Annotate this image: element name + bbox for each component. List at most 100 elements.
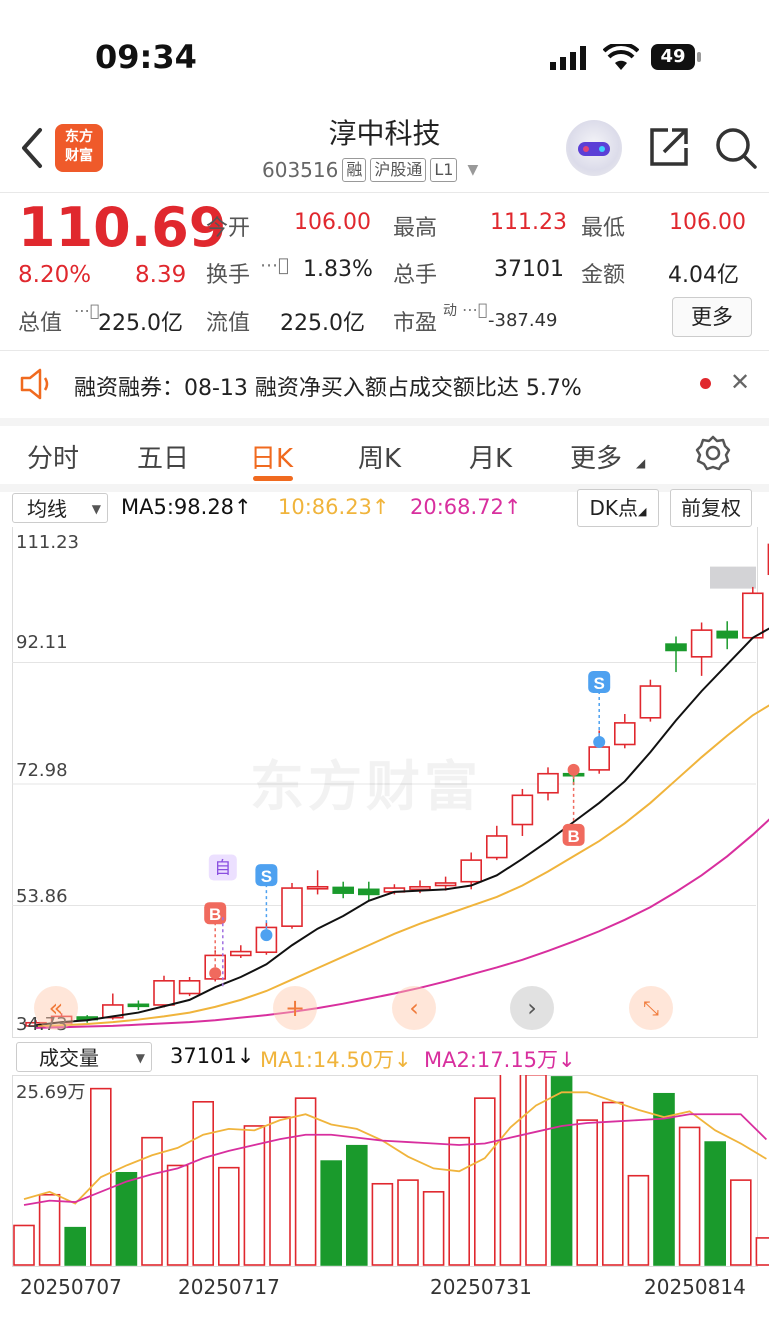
tab-more[interactable]: 更多 (570, 444, 623, 474)
notice-text[interactable]: 融资融券：08-13 融资净买入额占成交额比达 5.7% (74, 376, 582, 401)
logo-line1: 东方 (65, 129, 93, 145)
low-label: 最低 (581, 216, 626, 241)
share-icon (650, 128, 688, 166)
candle-body (306, 885, 329, 890)
vol-ma-line-ma2 (23, 1113, 768, 1206)
volume-bar (576, 1119, 599, 1266)
stock-code: 603516 (262, 158, 339, 182)
volume-bar (755, 1237, 769, 1266)
volume-label: 总手 (393, 263, 438, 288)
expand-icon: ⤡ (643, 996, 659, 1020)
volume-indicator-select[interactable]: 成交量 ▼ (16, 1042, 152, 1072)
volume-chart[interactable] (0, 1075, 769, 1267)
dk-point-label: DK点 (589, 496, 639, 520)
volume-bar (115, 1171, 138, 1266)
watermark: 东方财富 (250, 755, 482, 818)
ma5-label: MA5:98.28↑ (121, 495, 252, 519)
margin-tag: 融 (342, 158, 367, 182)
volume-bar (499, 1075, 522, 1266)
robot-assistant-icon[interactable] (566, 120, 622, 176)
turnover-label: 换手 (206, 263, 251, 288)
sell-marker-badge (255, 864, 278, 887)
candle-body (537, 772, 559, 794)
volume-bar (704, 1141, 727, 1266)
vol-ma-line-ma1 (23, 1091, 767, 1205)
ma-line-ma10 (35, 704, 769, 1028)
ma20-label: 20:68.72↑ (410, 495, 522, 519)
candle-body (357, 888, 380, 896)
candle-body (434, 882, 457, 887)
select-arrow-icon: ▼ (135, 1051, 145, 1065)
level-tag: L1 (430, 158, 458, 182)
period-tabs: 分时 五日 日K 周K 月K 更多 ◢ (0, 430, 769, 480)
buy-marker-badge (204, 902, 227, 925)
indicator-select[interactable]: 均线 ▼ (12, 493, 108, 523)
volume-bar (525, 1075, 547, 1266)
double-left-icon: « (48, 994, 64, 1022)
signal-icon (550, 46, 590, 74)
date-label: 20250731 (430, 1275, 532, 1299)
tab-monthly-k[interactable]: 月K (469, 444, 513, 474)
tab-daily-k[interactable]: 日K (250, 444, 294, 474)
sell-marker-badge (588, 670, 611, 693)
next-button[interactable]: › (510, 986, 554, 1030)
amount-value: 4.04亿 (668, 263, 739, 288)
change-amt: 8.39 (135, 262, 187, 288)
tab-weekly-k[interactable]: 周K (358, 444, 402, 474)
candle-body (281, 887, 303, 927)
logo-line2: 财富 (65, 148, 93, 164)
pe-value: -387.49 (488, 310, 558, 331)
rewind-button[interactable]: « (34, 986, 78, 1030)
volume-bar (345, 1144, 368, 1266)
adjust-button[interactable]: 前复权 (670, 489, 752, 527)
open-value: 106.00 (294, 210, 371, 235)
candle-body (332, 886, 355, 894)
dk-point-button[interactable]: DK点◢ (577, 489, 659, 527)
app-logo: 东方 财富 (55, 124, 103, 172)
change-pct: 8.20% (18, 262, 92, 288)
volume-bar (269, 1116, 291, 1266)
ma-line-ma5 (35, 627, 769, 1027)
volume-bar (166, 1164, 189, 1266)
vol-ma2-label: MA2:17.15万↓ (424, 1048, 576, 1072)
self-marker-badge (208, 854, 237, 881)
info-icon[interactable]: ⋯⃝ (260, 255, 289, 276)
sell-marker-dot (593, 735, 606, 748)
tab-intraday[interactable]: 分时 (27, 444, 80, 474)
fullscreen-button[interactable]: ⤡ (629, 986, 673, 1030)
candle-body (230, 950, 252, 957)
candle-body (716, 630, 739, 639)
divider (0, 192, 769, 193)
close-notice-button[interactable]: ✕ (730, 368, 751, 396)
pe-label: 市盈 (393, 311, 438, 336)
notice-dot (700, 378, 711, 389)
battery-level: 49 (660, 46, 686, 67)
volume-indicator-label: 成交量 (39, 1046, 99, 1070)
turnover-value: 1.83% (303, 257, 373, 282)
mktcap-info-icon[interactable]: ⋯⃝ (74, 301, 100, 320)
candle-body (639, 685, 662, 719)
kline-chart[interactable]: B S B S 自 (0, 527, 769, 1037)
volume-bar (653, 1092, 675, 1266)
buy-marker-badge (562, 823, 585, 846)
stock-name: 淳中科技 (328, 117, 441, 150)
settings-button[interactable] (694, 434, 732, 476)
prev-button[interactable]: ‹ (392, 986, 436, 1030)
volume-value: 37101↓ (170, 1044, 255, 1068)
search-button[interactable] (714, 126, 758, 174)
more-quote-button[interactable]: 更多 (672, 297, 752, 337)
pe-info-icon[interactable]: ⋯⃝ (462, 300, 488, 319)
crosshair-button[interactable]: + (273, 986, 317, 1030)
share-button[interactable] (648, 126, 690, 172)
volume-bar (473, 1097, 496, 1266)
back-button[interactable] (16, 126, 46, 174)
amount-label: 金额 (581, 263, 626, 288)
stock-subline[interactable]: 603516 融 沪股通 L1 ▼ (262, 158, 478, 182)
volume-bar (627, 1174, 650, 1266)
gear-icon (695, 435, 731, 471)
volume-bar (601, 1101, 624, 1266)
candle-body (102, 1004, 124, 1019)
search-icon (716, 128, 757, 169)
volume-value: 37101 (494, 257, 564, 282)
tab-five-day[interactable]: 五日 (137, 444, 190, 474)
